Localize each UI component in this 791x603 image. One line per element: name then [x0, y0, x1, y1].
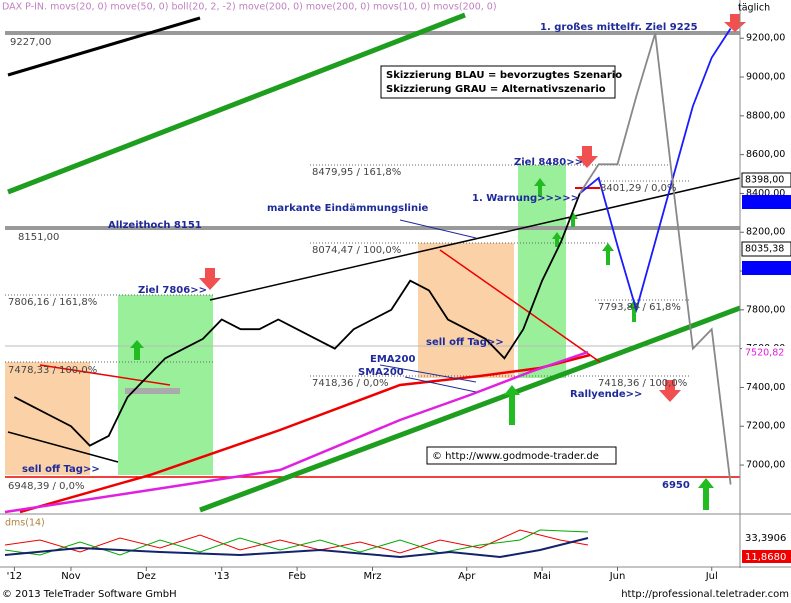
x-tick-label: Dez — [137, 571, 156, 582]
x-tick-label: Feb — [288, 571, 306, 582]
label-box — [741, 172, 791, 188]
annotation: 7806,16 / 161,8% — [8, 297, 97, 308]
zone — [418, 243, 514, 378]
indicator-label: 11,8680 — [745, 552, 786, 563]
legend-text: Skizzierung BLAU = bevorzugtes Szenario — [386, 70, 622, 81]
label-box — [742, 346, 791, 360]
annotation: sell off Tag>> — [22, 464, 100, 475]
indicator-label: 33,3906 — [745, 533, 786, 544]
x-tick-label: Jun — [609, 571, 626, 582]
trend-line — [439, 249, 601, 363]
trend-line — [39, 364, 171, 386]
x-tick-label: Mrz — [364, 571, 382, 582]
pointer — [379, 364, 477, 383]
price-line — [579, 33, 732, 485]
arrows-down — [199, 14, 746, 402]
legend-text: Skizzierung GRAU = Alternativszenario — [386, 84, 606, 95]
y-tick-label: 7200,00 — [746, 421, 785, 432]
trend-line — [7, 16, 201, 77]
price-label: 8398,00 — [745, 175, 784, 186]
pointer — [404, 376, 477, 393]
price-label: 7520,82 — [745, 348, 784, 359]
period: täglich — [738, 3, 770, 14]
price-label: 8283,34 — [745, 197, 784, 208]
annotation: 8401,29 / 0,0% — [600, 183, 676, 194]
annotation: sell off Tag>> — [426, 337, 504, 348]
y-tick-label: 9000,00 — [746, 72, 785, 83]
annotation: 8151,00 — [18, 232, 59, 243]
label-box — [742, 195, 791, 209]
x-tick-label: Nov — [61, 571, 81, 582]
annotation: SMA200 — [358, 367, 404, 378]
label-box — [742, 550, 791, 563]
x-tick-label: Apr — [458, 571, 476, 582]
annotation: 8479,95 / 161,8% — [312, 167, 401, 178]
annotation: Rallyende>> — [570, 389, 642, 400]
indicator-line — [4, 537, 589, 559]
y-tick-label: 8200,00 — [746, 227, 785, 238]
trend-line — [7, 431, 119, 463]
label-box — [741, 241, 791, 257]
annotation: 1. Warnung>>>>> — [472, 193, 579, 204]
credit: © http://www.godmode-trader.de — [432, 451, 599, 462]
annotation: 7478,33 / 100,0% — [8, 365, 97, 376]
annotation: 6948,39 / 0,0% — [8, 481, 84, 492]
credit-box — [426, 446, 617, 465]
annotation: 6950 — [662, 480, 690, 491]
zone — [518, 165, 566, 378]
price-line — [13, 193, 581, 447]
price-label: 8035,38 — [745, 244, 784, 255]
price-label: 7945,47 — [745, 263, 784, 274]
indicator: dms(14) — [5, 518, 45, 529]
y-tick-label: 7800,00 — [746, 304, 785, 315]
annotation: 8074,47 / 100,0% — [312, 245, 401, 256]
y-tick-label: 7400,00 — [746, 382, 785, 393]
label-box — [742, 261, 791, 275]
pointer — [399, 219, 477, 239]
annotation: markante Eindämmungslinie — [267, 203, 429, 214]
price-line — [579, 28, 732, 314]
annotation: Ziel 7806>> — [138, 285, 207, 296]
trend-line — [209, 177, 741, 301]
y-tick-label: 7000,00 — [746, 460, 785, 471]
footer: © 2013 TeleTrader Software GmbH — [2, 589, 177, 600]
x-tick-label: Jul — [705, 571, 718, 582]
sma200 — [4, 350, 589, 514]
annotation: Allzeithoch 8151 — [108, 220, 202, 231]
trend-line — [7, 12, 466, 195]
y-tick-label: 9200,00 — [746, 33, 785, 44]
annotation: 7418,36 / 100,0% — [598, 378, 687, 389]
legend-box — [380, 65, 616, 99]
annotation: 1. großes mittelfr. Ziel 9225 — [540, 22, 698, 33]
zone — [5, 362, 90, 475]
trend-line — [199, 305, 741, 513]
annotation: 9227,00 — [10, 37, 51, 48]
y-tick-label: 8400,00 — [746, 188, 785, 199]
footer: http://professional.teletrader.com — [621, 589, 789, 600]
y-tick-label: 8600,00 — [746, 149, 785, 160]
header: DAX P-IN. movs(20, 0) move(50, 0) boll(2… — [2, 2, 497, 13]
annotation: 7418,36 / 0,0% — [312, 378, 388, 389]
x-tick-label: '13 — [214, 571, 229, 582]
x-tick-label: Mai — [533, 571, 551, 582]
annotation: Ziel 8480>> — [514, 157, 583, 168]
marker — [125, 388, 180, 394]
annotation: 7793,84 / 61,8% — [598, 302, 681, 313]
annotation: EMA200 — [370, 354, 415, 365]
y-tick-label: 8800,00 — [746, 110, 785, 121]
x-tick-label: '12 — [7, 571, 22, 582]
